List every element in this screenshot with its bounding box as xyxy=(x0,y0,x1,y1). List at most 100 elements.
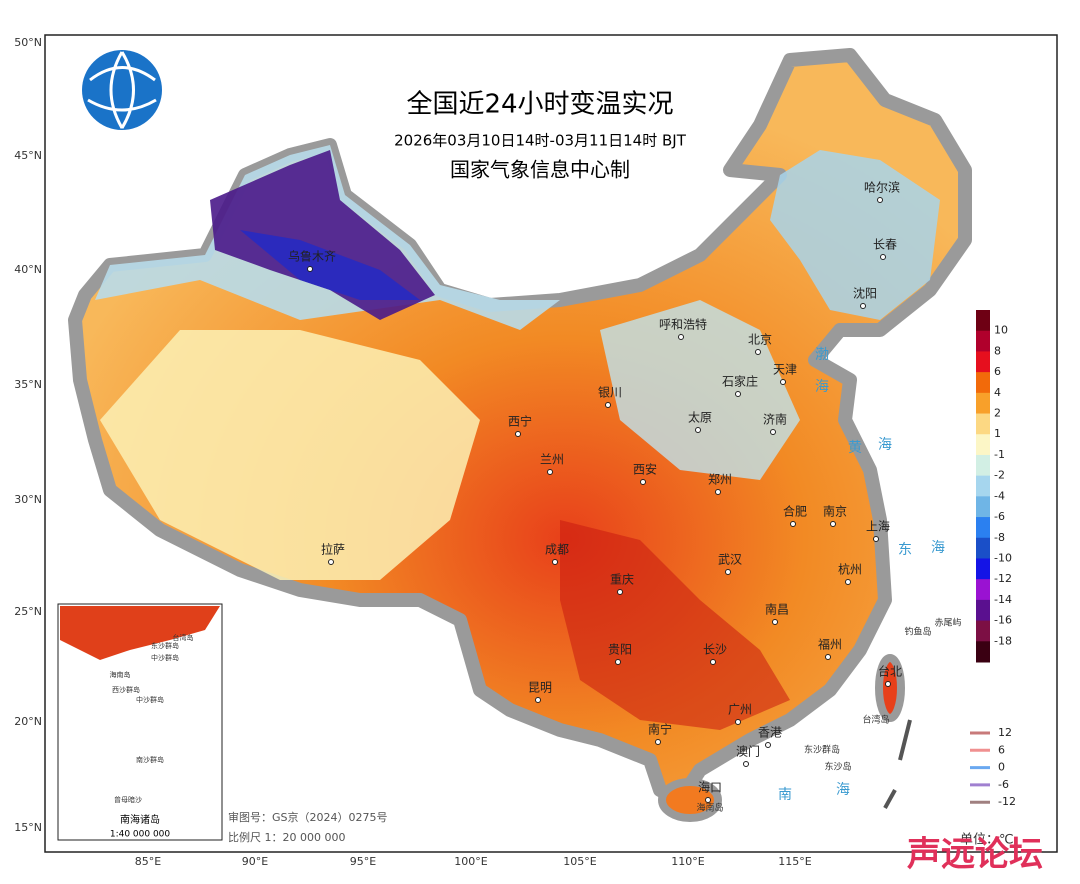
city-label: 海口 xyxy=(698,780,722,795)
legend-label: -1 xyxy=(994,448,1005,461)
legend-swatch xyxy=(976,537,990,559)
city-dot xyxy=(765,742,771,748)
city-label: 昆明 xyxy=(528,681,552,695)
city-label: 乌鲁木齐 xyxy=(288,249,336,264)
city-label: 天津 xyxy=(773,363,797,377)
watermark: 声远论坛 xyxy=(907,835,1043,875)
city-dot xyxy=(743,761,749,767)
inset-label: 西沙群岛 xyxy=(112,685,140,694)
city-dot xyxy=(880,254,886,260)
city-dot xyxy=(873,536,879,542)
unit: 单位：℃ xyxy=(960,833,1014,848)
city-dot xyxy=(695,427,701,433)
legend-swatch xyxy=(976,392,990,415)
city-label: 台北 xyxy=(878,664,902,679)
city-dot xyxy=(640,479,646,485)
legend-label: -14 xyxy=(994,593,1012,606)
legend-label: -16 xyxy=(994,614,1012,627)
inset-title: 南海诸岛 xyxy=(120,813,160,826)
inset-label: 台湾岛 xyxy=(173,633,194,642)
legend-swatch xyxy=(976,620,990,642)
sea-label: 海 xyxy=(931,540,945,556)
legend-swatch xyxy=(976,372,990,394)
sea-label: 海 xyxy=(815,379,829,395)
legend-swatch xyxy=(976,454,990,477)
city-label: 南昌 xyxy=(765,602,789,617)
legend-label: -18 xyxy=(994,634,1012,647)
lat-label: 20°N xyxy=(14,715,42,728)
sea-label: 海 xyxy=(836,782,850,798)
scale: 比例尺 1：20 000 000 xyxy=(228,830,345,844)
legend-label: -12 xyxy=(994,572,1012,585)
city-label: 合肥 xyxy=(783,504,807,519)
city-label: 杭州 xyxy=(838,562,862,577)
inset-land xyxy=(60,606,220,660)
city-dot xyxy=(615,659,621,665)
legend-label: 1 xyxy=(994,427,1001,440)
city-label: 成都 xyxy=(545,543,569,557)
contour-label: 6 xyxy=(998,743,1005,756)
city-label: 沈阳 xyxy=(853,286,877,301)
city-dot xyxy=(770,429,776,435)
city-label: 上海 xyxy=(866,519,890,534)
city-dot xyxy=(755,349,761,355)
china-shape xyxy=(68,48,972,822)
city-label: 郑州 xyxy=(708,472,732,487)
sea-label: 东 xyxy=(898,542,912,558)
city-dot xyxy=(845,579,851,585)
island-label: 海南岛 xyxy=(696,802,723,814)
approval: 审图号：GS京（2024）0275号 xyxy=(228,810,388,824)
subtitle: 2026年03月10日14时-03月11日14时 BJT xyxy=(394,132,687,150)
sea-label: 南 xyxy=(778,787,792,803)
lon-label: 95°E xyxy=(350,855,376,868)
city-dot xyxy=(780,379,786,385)
island-label: 东沙群岛 xyxy=(804,744,840,756)
legend-label: -8 xyxy=(994,531,1005,544)
city-label: 武汉 xyxy=(718,553,742,567)
lat-label: 25°N xyxy=(14,605,42,618)
sea-label: 黄 xyxy=(848,439,862,456)
city-label: 北京 xyxy=(748,333,772,347)
city-dot xyxy=(885,681,891,687)
city-label: 长春 xyxy=(873,238,897,252)
lat-label: 15°N xyxy=(14,821,42,834)
city-dot xyxy=(725,569,731,575)
city-label: 哈尔滨 xyxy=(864,180,900,195)
island-label: 台湾岛 xyxy=(862,714,889,726)
legend-label: 4 xyxy=(994,386,1001,399)
legend-swatch xyxy=(976,599,990,622)
city-label: 南京 xyxy=(823,504,847,519)
title: 全国近24小时变温实况 xyxy=(406,90,673,120)
logo xyxy=(82,50,162,130)
city-dot xyxy=(547,469,553,475)
inset-label: 中沙群岛 xyxy=(136,695,164,704)
city-dot xyxy=(790,521,796,527)
city-label: 兰州 xyxy=(540,453,564,467)
legend-label: 8 xyxy=(994,344,1001,357)
city-label: 银川 xyxy=(598,386,622,400)
lat-label: 30°N xyxy=(14,493,42,506)
city-dot xyxy=(705,797,711,803)
producer: 国家气象信息中心制 xyxy=(450,158,630,182)
legend-label: -6 xyxy=(994,510,1005,523)
sea-label: 海 xyxy=(878,437,892,453)
inset-label: 南沙群岛 xyxy=(136,755,164,764)
legend-swatch xyxy=(976,475,990,497)
city-dot xyxy=(515,431,521,437)
city-dot xyxy=(617,589,623,595)
contour-label: 12 xyxy=(998,726,1012,739)
legend-swatch xyxy=(976,330,990,352)
city-dot xyxy=(877,197,883,203)
lon-label: 115°E xyxy=(778,855,811,868)
legend-swatch xyxy=(976,434,990,456)
city-label: 长沙 xyxy=(703,643,727,657)
legend-label: -2 xyxy=(994,469,1005,482)
city-label: 南宁 xyxy=(648,722,672,737)
lon-label: 90°E xyxy=(242,855,268,868)
lon-label: 100°E xyxy=(454,855,487,868)
contour-label: -6 xyxy=(998,778,1009,791)
island-label: 东沙岛 xyxy=(824,761,851,773)
city-dot xyxy=(715,489,721,495)
city-label: 呼和浩特 xyxy=(659,317,707,332)
island-label: 赤尾屿 xyxy=(934,618,961,629)
